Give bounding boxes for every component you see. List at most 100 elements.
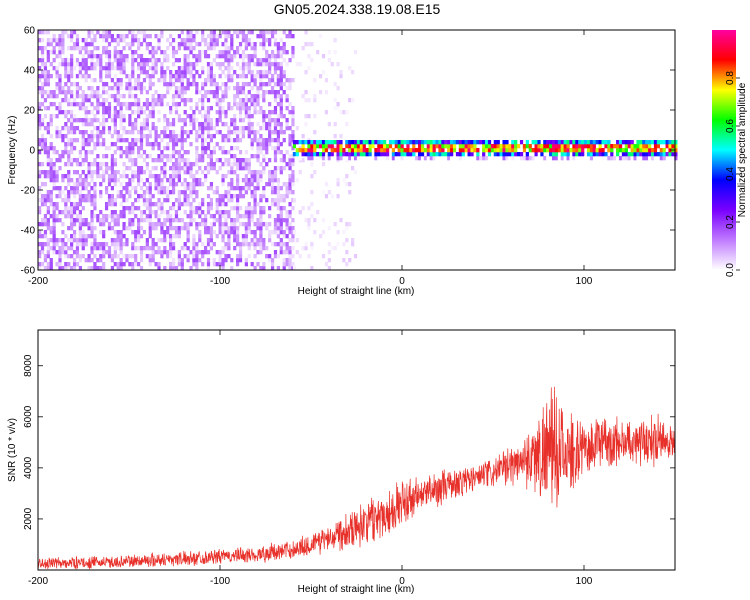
spectrogram-cell (400, 156, 404, 161)
spectrogram-cell (279, 206, 283, 211)
spectrogram-cell (276, 122, 280, 127)
spectrogram-cell (87, 122, 91, 127)
spectrogram-cell (131, 110, 135, 115)
spectrogram-cell (301, 158, 305, 163)
spectrogram-cell (102, 142, 106, 147)
spectrogram-cell (253, 230, 257, 235)
spectrogram-cell (131, 94, 135, 99)
spectrogram-cell (336, 106, 340, 111)
spectrogram-cell (259, 162, 263, 167)
spectrogram-cell (122, 210, 126, 215)
spectrogram-cell (288, 186, 292, 191)
spectrogram-cell (650, 156, 655, 161)
spectrogram-cell (128, 74, 132, 79)
spectrogram-cell (549, 140, 553, 145)
snr-x-label: Height of straight line (km) (298, 584, 415, 595)
spectrogram-cell (169, 106, 173, 111)
spectrogram-cell (288, 250, 292, 255)
spectrogram-cell (134, 190, 138, 195)
spectrogram-cell (241, 118, 246, 123)
spectrogram-cell (61, 238, 65, 243)
spectrogram-cell (259, 34, 263, 39)
spectrogram-cell (330, 194, 334, 199)
spectrogram-cell (75, 238, 80, 243)
spectrogram-cell (61, 30, 65, 35)
spectrogram-cell (259, 234, 263, 239)
spectrogram-cell (291, 118, 295, 123)
spectrogram-cell (72, 98, 77, 103)
spectrogram-cell (256, 90, 260, 95)
spectrogram-cell (607, 140, 611, 145)
spectrogram-cell (241, 50, 246, 55)
spectrogram-cell (218, 62, 222, 67)
spectrogram-cell (645, 144, 649, 149)
spectrogram-cell (61, 134, 65, 139)
spectrogram-cell (259, 106, 263, 111)
spectrogram-cell (157, 250, 161, 255)
spectrogram-cell (581, 156, 585, 161)
spectrogram-cell (52, 102, 56, 107)
spectrogram-cell (137, 42, 141, 47)
spectrogram-cell (482, 152, 486, 157)
spectrogram-cell (233, 186, 237, 191)
spectrogram-cell (40, 242, 45, 247)
spectrogram-cell (189, 82, 193, 87)
spectrogram-cell (78, 234, 82, 239)
spectrogram-cell (224, 214, 228, 219)
spectrogram-cell (40, 74, 45, 79)
spectrogram-cell (444, 144, 448, 149)
spectrogram-cell (107, 30, 112, 35)
spectrogram-cell (262, 262, 266, 267)
spectrogram-cell (154, 158, 158, 163)
spectrogram-cell (174, 218, 179, 223)
spectrogram-cell (336, 148, 340, 153)
spectrogram-cell (224, 90, 228, 95)
spectrogram-cell (64, 134, 68, 139)
spectrogram-cell (645, 156, 649, 161)
spectrogram-cell (304, 156, 308, 161)
spectrogram-cell (110, 154, 115, 159)
spectrogram-cell (256, 130, 260, 135)
spectrogram-cell (250, 174, 254, 179)
spectrogram-cell (259, 82, 263, 87)
spectrogram-cell (265, 246, 269, 251)
spectrogram-cell (215, 94, 219, 99)
spectrogram-cell (67, 162, 71, 167)
spectrogram-cell (145, 102, 149, 107)
spectrogram-cell (93, 114, 97, 119)
spectrogram-cell (171, 174, 176, 179)
spectrogram-cell (262, 146, 266, 151)
spectrogram-cell (221, 262, 225, 267)
spectrogram-cell (554, 140, 559, 145)
spectrogram-cell (96, 130, 100, 135)
spectrogram-cell (102, 170, 106, 175)
spectrogram-cell (186, 198, 190, 203)
spectrogram-cell (250, 138, 254, 143)
spectrogram-cell (96, 54, 100, 59)
spectrogram-cell (233, 234, 237, 239)
spectrogram-cell (348, 144, 352, 149)
spectrogram-cell (186, 238, 190, 243)
spectrogram-cell (128, 194, 132, 199)
spectrogram-cell (139, 66, 144, 71)
spectrogram-cell (110, 210, 115, 215)
spectrogram-cell (534, 156, 538, 161)
spectrogram-cell (49, 262, 53, 267)
spectrogram-cell (227, 242, 231, 247)
spectrogram-cell (72, 82, 77, 87)
spectrogram-cell (496, 152, 500, 157)
spectrogram-cell (247, 202, 251, 207)
spectrogram-cell (279, 54, 283, 59)
spectrogram-cell (259, 146, 263, 151)
spectrogram-cell (244, 182, 248, 187)
spectrogram-cell (270, 266, 275, 271)
spectrogram-cell (38, 230, 42, 235)
spectrogram-cell (259, 42, 263, 47)
spectrogram-cell (273, 222, 278, 227)
spectrogram-cell (447, 156, 451, 161)
spectrogram-cell (142, 70, 147, 75)
spectrogram-cell (142, 30, 147, 35)
spectrogram-cell (560, 140, 564, 145)
x-tick-label: -200 (28, 576, 48, 587)
spectrogram-cell (238, 66, 243, 71)
